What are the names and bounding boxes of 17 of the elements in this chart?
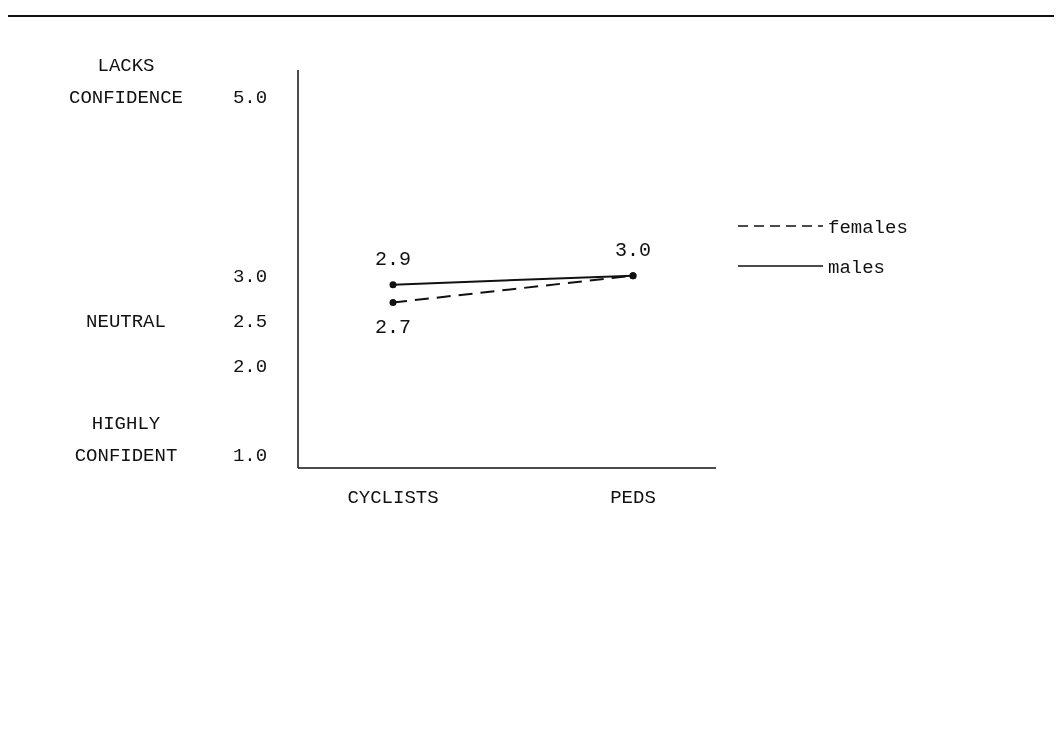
point (389, 281, 397, 289)
y-tick-label: 5.0 (232, 87, 268, 110)
data-label: 2.7 (374, 315, 412, 339)
point (389, 299, 397, 307)
y-tick-label: 3.0 (232, 266, 268, 289)
data-label: 2.9 (374, 247, 412, 271)
legend-label: males (828, 256, 886, 279)
text: LACKS CONFIDENCE (68, 55, 184, 110)
legend-label: females (828, 216, 908, 239)
y-tick-label: 2.5 (232, 311, 268, 334)
data-label: 3.0 (614, 238, 652, 262)
text: NEUTRAL (86, 311, 166, 334)
x-tick-label: CYCLISTS (347, 487, 439, 509)
text: HIGHLY CONFIDENT (74, 413, 178, 468)
x-tick-label: PEDS (610, 487, 656, 509)
y-tick-label: 2.0 (232, 355, 268, 378)
y-tick-label: 1.0 (232, 445, 268, 468)
